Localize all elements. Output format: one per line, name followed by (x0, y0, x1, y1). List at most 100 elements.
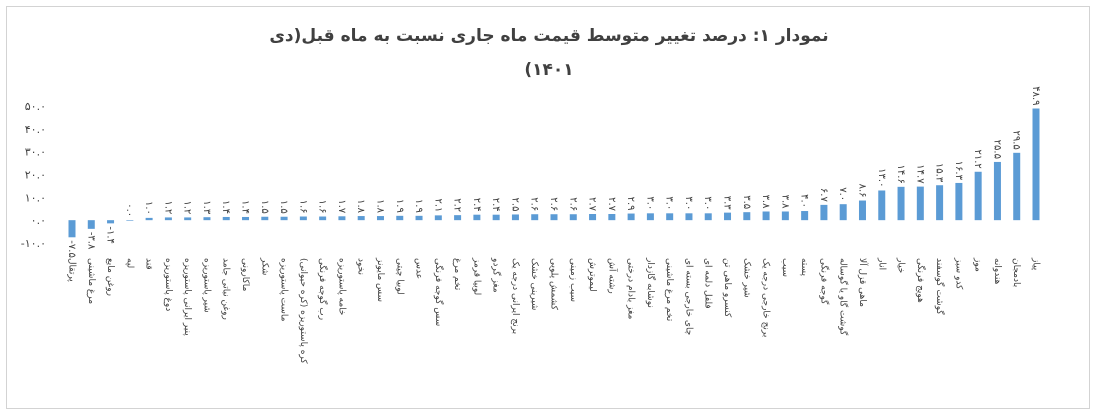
data-label: ۲.۶ (529, 197, 540, 211)
category-labels: پرتقال مرغ ماشینی روغن مایع لپه قند دوغ پاستو… (67, 257, 1041, 364)
category-label: پنیر ایرانی پاستوریزه (182, 258, 192, 336)
bars (68, 108, 1040, 238)
data-label: ۱۶.۳ (953, 161, 964, 181)
bar (993, 161, 1001, 221)
category-label: برنج خارجی درجه یک (761, 258, 771, 337)
data-label: ۱.۸ (374, 199, 385, 214)
data-label: ۱.۹ (413, 199, 424, 213)
bar (222, 216, 230, 221)
y-tick-label: -۱۰.۰ (21, 237, 46, 250)
category-label: هندوانه (992, 258, 1002, 285)
bar (492, 214, 500, 221)
category-label: خامه پاستوریزه (336, 258, 346, 316)
data-label: ۲.۵ (509, 198, 520, 212)
category-label: سس مایونز (375, 257, 385, 302)
bar (511, 214, 519, 221)
bar (531, 214, 539, 221)
bar (261, 216, 269, 221)
data-label: ۲.۷ (587, 197, 598, 212)
bar (936, 185, 944, 221)
bar (1013, 152, 1021, 221)
data-label: ۶.۷ (818, 188, 829, 203)
bar (357, 216, 365, 221)
data-label: ۱.۴ (220, 200, 231, 214)
category-label: ماهی قزل آلا (857, 258, 869, 307)
y-tick-label: ۴۰.۰ (25, 123, 46, 136)
data-label: ۳.۸ (760, 195, 771, 210)
data-label: -۱.۴ (105, 226, 116, 244)
bar (338, 216, 346, 221)
bar (781, 211, 789, 221)
data-label: ۱.۵ (278, 200, 289, 214)
chart-subtitle: ۱۴۰۱) (524, 60, 574, 80)
y-tick-label: ۲۰.۰ (25, 169, 46, 182)
data-label: ۳.۳ (722, 196, 733, 211)
category-label: برنج ایرانی درجه یک (510, 258, 520, 334)
bar (145, 217, 153, 221)
data-label: ۱.۶ (317, 200, 328, 214)
data-label: ۱.۵ (259, 200, 270, 214)
data-label: ۲.۶ (567, 197, 578, 211)
bar (107, 220, 115, 224)
bar (627, 213, 635, 221)
chart-frame (6, 6, 1090, 409)
category-label: مغز بادام درختی (626, 258, 636, 319)
category-label: کشمش پلویی (549, 258, 559, 311)
data-label: ۲۹.۵ (1011, 131, 1022, 150)
data-label: ۳.۰ (702, 196, 713, 210)
category-label: سس گوجه فرنگی (433, 258, 445, 326)
data-label: ۲.۹ (625, 197, 636, 211)
bar (916, 186, 924, 221)
data-label: ۲.۲ (452, 198, 463, 212)
data-label: ۲.۴ (471, 198, 482, 212)
bar (396, 215, 404, 221)
bar (126, 220, 134, 221)
category-label: کره پاستوریزه (کره حیوانی) (298, 258, 308, 364)
bar (743, 212, 751, 221)
data-label: ۲.۷ (606, 197, 617, 212)
category-label: نخود (356, 258, 366, 275)
category-label: مغز گردو (491, 257, 503, 293)
data-label: ۳.۰ (644, 196, 655, 210)
bar (820, 204, 828, 221)
category-label: پرتقال (67, 258, 77, 282)
data-label: ۳.۰ (664, 196, 675, 210)
data-label: ۲۱.۲ (972, 149, 983, 168)
category-label: لوبیا چیتی (394, 258, 404, 295)
bar (164, 217, 172, 221)
bar (801, 211, 809, 221)
bar (955, 182, 963, 221)
category-label: سیب (780, 258, 790, 277)
data-label: ۱.۲ (182, 201, 193, 215)
category-label: گوشت گاو یا گوساله (838, 258, 850, 336)
bar (376, 216, 384, 221)
category-label: روغن نباتی جامد (221, 258, 231, 320)
data-label: ۱.۸ (355, 199, 366, 214)
bar (473, 214, 481, 221)
category-label: پیاز (1031, 257, 1041, 271)
category-label: سیب زمینی (568, 258, 578, 302)
category-label: شیرینی خشک (529, 258, 539, 310)
bar (550, 214, 558, 221)
data-label: ۰.۰ (124, 203, 135, 217)
bar (646, 213, 654, 221)
bar (762, 211, 770, 221)
data-label: ۴۸.۹ (1030, 86, 1041, 105)
category-label: هویج فرنگی (915, 258, 927, 303)
category-label: کنسرو ماهی تن (722, 258, 732, 318)
bar (280, 216, 288, 221)
bar (589, 214, 597, 221)
category-label: مرغ ماشینی (86, 258, 96, 304)
bar (724, 212, 732, 221)
data-label: ۱.۹ (394, 199, 405, 213)
category-label: چای خارجی بسته ای (683, 258, 693, 335)
category-label: خیار (896, 257, 906, 273)
bar (608, 214, 616, 221)
bar (454, 215, 462, 221)
bar (319, 216, 327, 221)
category-label: لپه (124, 258, 134, 268)
bar (839, 204, 847, 221)
bar (299, 216, 307, 221)
category-label: موز (973, 257, 983, 272)
